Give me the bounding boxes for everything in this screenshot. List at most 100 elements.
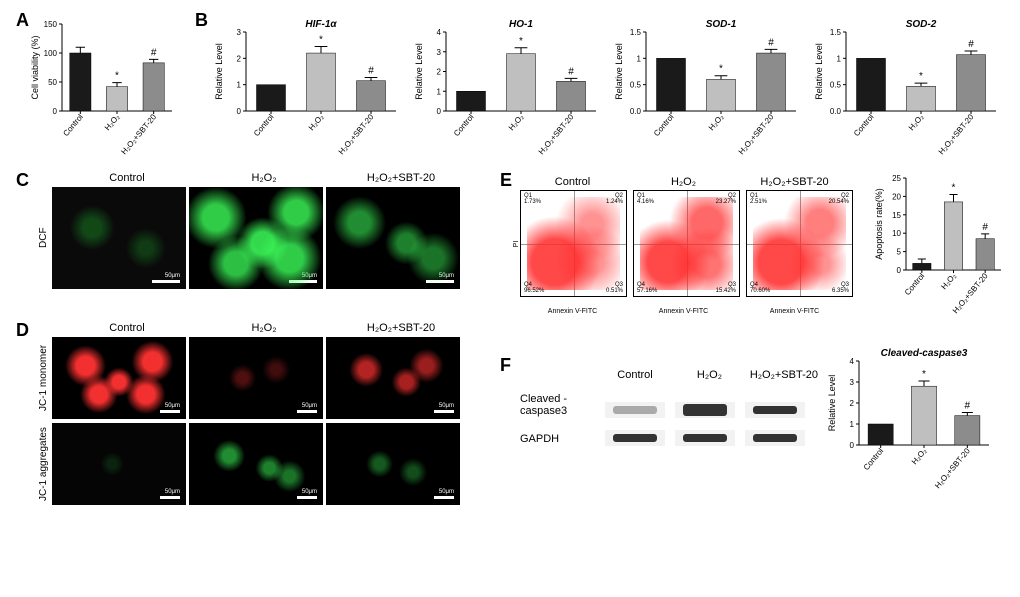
svg-text:Control: Control xyxy=(252,112,276,138)
chart-apoptosis: 0510152025Apoptosis rate(%)Control*H₂O₂#… xyxy=(872,170,1007,320)
svg-text:Apoptosis rate(%): Apoptosis rate(%) xyxy=(874,188,884,260)
svg-text:100: 100 xyxy=(44,49,58,58)
svg-text:2: 2 xyxy=(237,54,242,63)
svg-text:HO-1: HO-1 xyxy=(509,19,533,30)
wb-head-1: H₂O₂ xyxy=(674,369,744,381)
svg-text:3: 3 xyxy=(437,48,442,57)
svg-text:*: * xyxy=(519,36,523,47)
jc1-head-1: H₂O₂ xyxy=(197,322,331,334)
svg-text:H₂O₂+SBT-20: H₂O₂+SBT-20 xyxy=(933,446,972,490)
svg-text:3: 3 xyxy=(237,28,242,37)
svg-text:H₂O₂+SBT-20: H₂O₂+SBT-20 xyxy=(119,112,158,156)
flow-xlabel-2: Annexin V-FITC xyxy=(742,308,847,315)
svg-text:#: # xyxy=(982,222,988,233)
wb-row-label-0: Cleaved -caspase3 xyxy=(520,393,600,417)
svg-text:*: * xyxy=(952,183,956,194)
dcf-headers: Control H₂O₂ H₂O₂+SBT-20 xyxy=(60,172,468,187)
dcf-images: Control H₂O₂ H₂O₂+SBT-20 DCF 50μm50μm50μ… xyxy=(38,172,468,289)
svg-text:1.5: 1.5 xyxy=(630,28,642,37)
jc1-row-label-1: JC-1 aggregates xyxy=(38,423,49,505)
panel-label-b: B xyxy=(195,10,208,31)
svg-text:50: 50 xyxy=(48,78,57,87)
chart-cleaved-caspase3: Cleaved-caspase301234Relative LevelContr… xyxy=(825,345,995,495)
dcf-row: DCF 50μm50μm50μm xyxy=(38,187,460,289)
svg-text:*: * xyxy=(719,64,723,75)
svg-text:0.5: 0.5 xyxy=(830,81,842,90)
panel-label-e: E xyxy=(500,170,512,191)
svg-text:0: 0 xyxy=(53,107,58,116)
svg-text:Control: Control xyxy=(903,271,927,297)
svg-text:#: # xyxy=(968,39,974,50)
svg-text:3: 3 xyxy=(850,378,855,387)
svg-text:4: 4 xyxy=(437,28,442,37)
svg-text:H₂O₂: H₂O₂ xyxy=(307,113,326,133)
dcf-image-1: 50μm xyxy=(189,187,323,289)
svg-text:#: # xyxy=(965,400,971,411)
svg-text:5: 5 xyxy=(897,248,902,257)
svg-text:0: 0 xyxy=(437,107,442,116)
svg-text:2: 2 xyxy=(437,68,442,77)
chart-ho1: HO-101234Relative LevelControl*H₂O₂#H₂O₂… xyxy=(412,16,602,161)
svg-text:0: 0 xyxy=(237,107,242,116)
flow-title-1: H₂O₂ xyxy=(631,176,736,188)
dcf-image-2: 50μm xyxy=(326,187,460,289)
svg-text:4: 4 xyxy=(850,357,855,366)
svg-text:*: * xyxy=(919,71,923,82)
svg-text:0.5: 0.5 xyxy=(630,81,642,90)
jc1-images: Control H₂O₂ H₂O₂+SBT-20 JC-1 monomer50μ… xyxy=(38,322,468,505)
svg-text:2: 2 xyxy=(850,399,855,408)
flow-xlabel-1: Annexin V-FITC xyxy=(631,308,736,315)
flow-cytometry: Control H₂O₂ H₂O₂+SBT-20 Q11.73%Q21.24%Q49… xyxy=(520,172,859,320)
figure-root: A 050100150Cell viability (%)Control*H₂O… xyxy=(10,10,1010,587)
jc1-image-0-0: 50μm xyxy=(52,337,186,419)
wb-band-1-2 xyxy=(745,430,805,446)
svg-text:H₂O₂+SBT-20: H₂O₂+SBT-20 xyxy=(937,112,976,156)
dcf-image-0: 50μm xyxy=(52,187,186,289)
chart-hif1a: HIF-1α0123Relative LevelControl*H₂O₂#H₂O… xyxy=(212,16,402,161)
dcf-head-2: H₂O₂+SBT-20 xyxy=(334,172,468,184)
wb-row-label-1: GAPDH xyxy=(520,433,600,445)
wb-band-0-1 xyxy=(675,402,735,418)
jc1-row-1: JC-1 aggregates50μm50μm50μm xyxy=(38,423,460,505)
jc1-head-0: Control xyxy=(60,322,194,334)
svg-text:25: 25 xyxy=(892,174,901,183)
svg-text:0: 0 xyxy=(850,441,855,450)
chart-sod1: SOD-10.00.511.5Relative LevelControl*H₂O… xyxy=(612,16,802,161)
svg-text:HIF-1α: HIF-1α xyxy=(305,19,337,30)
svg-text:*: * xyxy=(922,369,926,380)
svg-text:Relative Level: Relative Level xyxy=(414,43,424,100)
svg-text:1: 1 xyxy=(850,420,855,429)
western-blot: Control H₂O₂ H₂O₂+SBT-20 Cleaved -caspas… xyxy=(520,365,819,447)
svg-text:1: 1 xyxy=(237,81,242,90)
wb-row-1: GAPDH xyxy=(520,429,819,447)
svg-text:1: 1 xyxy=(437,87,442,96)
svg-text:H₂O₂+SBT-20: H₂O₂+SBT-20 xyxy=(337,112,376,156)
wb-band-0-2 xyxy=(745,402,805,418)
panel-label-f: F xyxy=(500,355,511,376)
svg-text:Relative Level: Relative Level xyxy=(614,43,624,100)
svg-text:Control: Control xyxy=(452,112,476,138)
flow-plot-1: Q14.16%Q223.27%Q457.16%Q315.42% xyxy=(633,190,740,297)
jc1-image-1-0: 50μm xyxy=(52,423,186,505)
svg-text:0.0: 0.0 xyxy=(630,107,642,116)
jc1-image-0-1: 50μm xyxy=(189,337,323,419)
flow-title-0: Control xyxy=(520,176,625,188)
svg-text:H₂O₂+SBT-20: H₂O₂+SBT-20 xyxy=(537,112,576,156)
wb-band-1-1 xyxy=(675,430,735,446)
svg-text:#: # xyxy=(568,66,574,77)
flow-plot-0: Q11.73%Q21.24%Q496.52%Q30.51%PI xyxy=(520,190,627,297)
svg-text:15: 15 xyxy=(892,211,901,220)
svg-text:1: 1 xyxy=(837,54,842,63)
flow-xlabel-0: Annexin V-FITC xyxy=(520,308,625,315)
wb-band-1-0 xyxy=(605,430,665,446)
svg-text:Control: Control xyxy=(862,446,886,472)
svg-text:1: 1 xyxy=(637,54,642,63)
svg-text:H₂O₂: H₂O₂ xyxy=(103,113,122,133)
jc1-image-1-2: 50μm xyxy=(326,423,460,505)
svg-text:1.5: 1.5 xyxy=(830,28,842,37)
jc1-row-0: JC-1 monomer50μm50μm50μm xyxy=(38,337,460,419)
svg-text:Relative Level: Relative Level xyxy=(827,375,837,432)
jc1-headers: Control H₂O₂ H₂O₂+SBT-20 xyxy=(60,322,468,337)
svg-text:Control: Control xyxy=(61,112,85,138)
flow-title-2: H₂O₂+SBT-20 xyxy=(742,176,847,188)
